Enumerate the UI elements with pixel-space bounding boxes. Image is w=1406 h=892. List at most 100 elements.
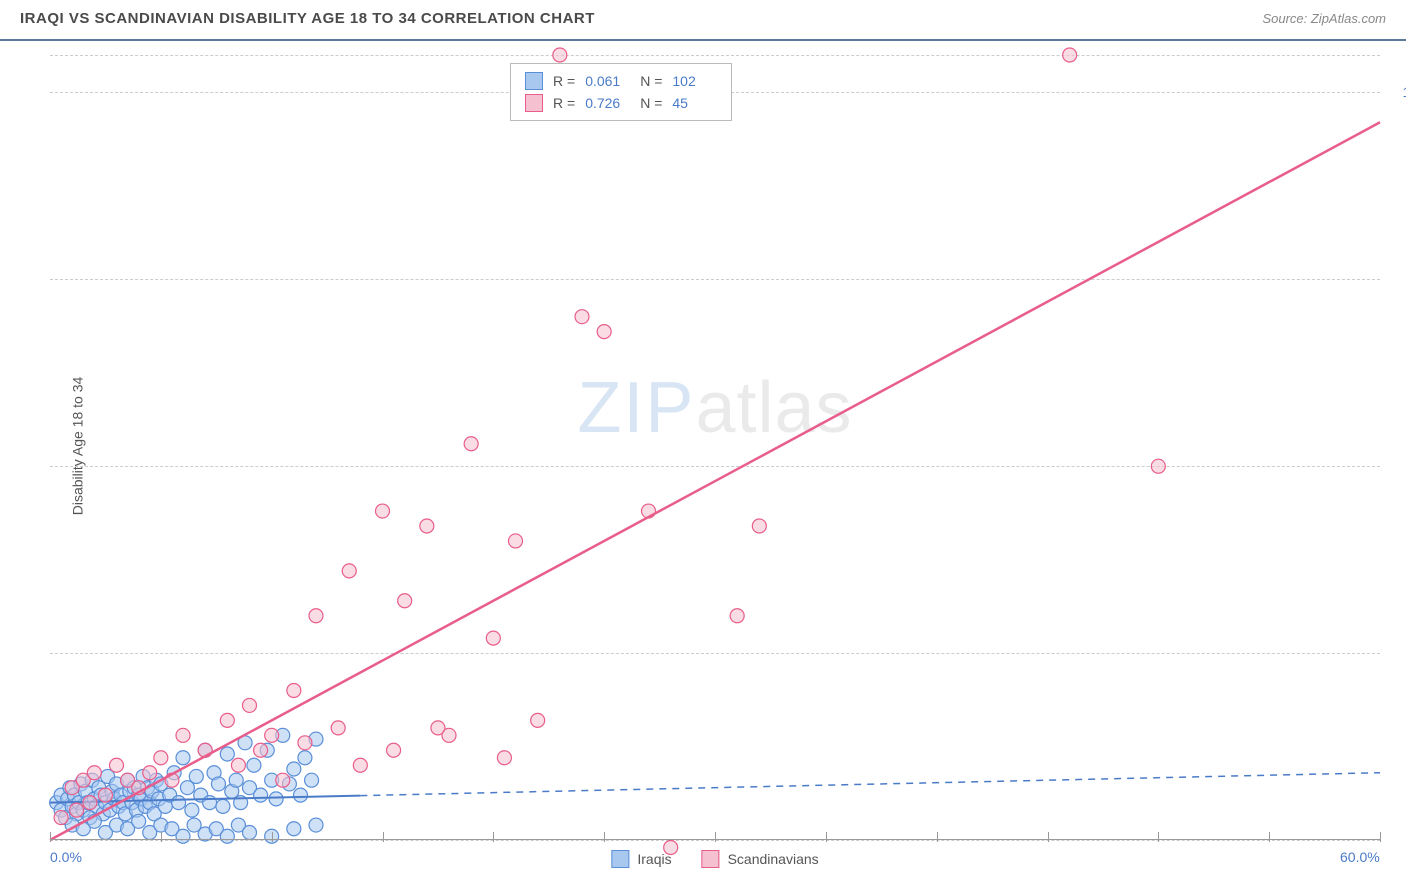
x-tick-label: 60.0%: [1340, 849, 1380, 865]
data-point: [309, 818, 323, 832]
legend-item-scandinavians: Scandinavians: [702, 850, 819, 868]
source-attribution: Source: ZipAtlas.com: [1262, 11, 1386, 26]
data-point: [220, 713, 234, 727]
data-point: [143, 766, 157, 780]
data-point: [211, 777, 225, 791]
data-point: [265, 728, 279, 742]
data-point: [486, 631, 500, 645]
trend-line-dashed: [360, 773, 1380, 796]
stats-box: R = 0.061 N = 102 R = 0.726 N = 45: [510, 63, 732, 121]
data-point: [269, 792, 283, 806]
r-label: R =: [553, 73, 575, 89]
data-point: [730, 609, 744, 623]
y-tick-label: 50.0%: [1390, 458, 1406, 474]
x-tick: [937, 832, 938, 842]
x-tick: [383, 832, 384, 842]
chart-header: IRAQI VS SCANDINAVIAN DISABILITY AGE 18 …: [0, 0, 1406, 41]
legend-swatch-iraqis: [611, 850, 629, 868]
data-point: [98, 788, 112, 802]
data-point: [254, 788, 268, 802]
stats-row-scandinavians: R = 0.726 N = 45: [525, 92, 717, 114]
data-point: [293, 788, 307, 802]
data-point: [298, 736, 312, 750]
data-point: [220, 747, 234, 761]
x-tick: [161, 832, 162, 842]
data-point: [442, 728, 456, 742]
data-point: [309, 609, 323, 623]
data-point: [331, 721, 345, 735]
data-point: [298, 751, 312, 765]
data-point: [203, 796, 217, 810]
swatch-scandinavians: [525, 94, 543, 112]
data-point: [305, 773, 319, 787]
data-point: [597, 325, 611, 339]
data-point: [254, 743, 268, 757]
data-point: [398, 594, 412, 608]
data-point: [464, 437, 478, 451]
data-point: [276, 773, 290, 787]
n-value-iraqis: 102: [672, 73, 717, 89]
stats-row-iraqis: R = 0.061 N = 102: [525, 70, 717, 92]
data-point: [154, 751, 168, 765]
data-point: [176, 829, 190, 843]
x-tick: [1380, 832, 1381, 842]
trend-line-solid: [50, 122, 1380, 840]
data-point: [1063, 48, 1077, 62]
y-tick-label: 25.0%: [1390, 645, 1406, 661]
data-point: [531, 713, 545, 727]
r-label-2: R =: [553, 95, 575, 111]
x-tick: [1048, 832, 1049, 842]
data-point: [376, 504, 390, 518]
plot-svg: [50, 55, 1380, 840]
legend: Iraqis Scandinavians: [611, 850, 818, 868]
n-value-scandinavians: 45: [672, 95, 717, 111]
data-point: [185, 803, 199, 817]
data-point: [243, 698, 257, 712]
plot-region: ZIPatlas 25.0%50.0%75.0%100.0%0.0%60.0%: [50, 55, 1380, 840]
data-point: [231, 758, 245, 772]
legend-label-scandinavians: Scandinavians: [728, 851, 819, 867]
x-tick: [50, 832, 51, 842]
data-point: [353, 758, 367, 772]
data-point: [575, 310, 589, 324]
data-point: [229, 773, 243, 787]
chart-area: ZIPatlas 25.0%50.0%75.0%100.0%0.0%60.0% …: [50, 55, 1380, 840]
x-tick: [826, 832, 827, 842]
data-point: [1151, 459, 1165, 473]
data-point: [132, 814, 146, 828]
data-point: [243, 826, 257, 840]
x-tick: [493, 832, 494, 842]
data-point: [54, 811, 68, 825]
chart-title: IRAQI VS SCANDINAVIAN DISABILITY AGE 18 …: [20, 10, 595, 27]
x-tick: [272, 832, 273, 842]
data-point: [87, 766, 101, 780]
data-point: [176, 751, 190, 765]
data-point: [553, 48, 567, 62]
data-point: [287, 683, 301, 697]
data-point: [420, 519, 434, 533]
x-tick-label: 0.0%: [50, 849, 82, 865]
y-tick-label: 100.0%: [1390, 84, 1406, 100]
data-point: [216, 799, 230, 813]
data-point: [83, 796, 97, 810]
n-label: N =: [640, 73, 662, 89]
swatch-iraqis: [525, 72, 543, 90]
data-point: [509, 534, 523, 548]
r-value-scandinavians: 0.726: [585, 95, 630, 111]
legend-swatch-scandinavians: [702, 850, 720, 868]
x-tick: [1269, 832, 1270, 842]
x-tick: [1158, 832, 1159, 842]
data-point: [176, 728, 190, 742]
legend-item-iraqis: Iraqis: [611, 850, 671, 868]
data-point: [497, 751, 511, 765]
x-tick: [604, 832, 605, 842]
legend-label-iraqis: Iraqis: [637, 851, 671, 867]
data-point: [70, 803, 84, 817]
n-label-2: N =: [640, 95, 662, 111]
data-point: [342, 564, 356, 578]
data-point: [110, 758, 124, 772]
r-value-iraqis: 0.061: [585, 73, 630, 89]
data-point: [172, 796, 186, 810]
data-point: [387, 743, 401, 757]
data-point: [287, 762, 301, 776]
